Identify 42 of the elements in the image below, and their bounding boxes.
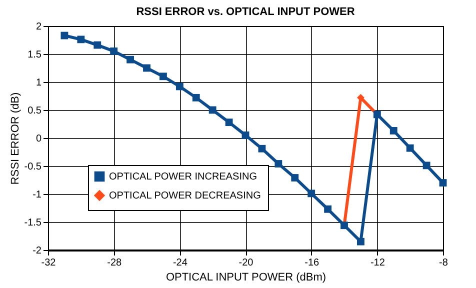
point [357,238,364,246]
y-axis-title: RSSI ERROR (dB) [9,92,22,185]
point [176,82,184,90]
y-tick-label: 1.5 [28,50,42,60]
y-tick-label: 1 [36,78,42,88]
point [94,41,102,49]
x-axis-title: OPTICAL INPUT POWER (dBm) [166,272,326,284]
y-tick-label: -0.5 [24,162,42,172]
y-tick-label: 0 [36,134,42,144]
point [242,131,250,139]
point [291,174,299,182]
x-tick-label: -16 [304,258,320,268]
point [126,56,134,64]
x-tick-label: -24 [172,258,188,268]
x-tick-label: -8 [439,258,448,268]
y-tick-label: 0.5 [28,106,42,116]
x-tick-label: -12 [370,258,386,268]
point [143,64,150,72]
y-tick-label: 2 [36,22,42,32]
y-tick-label: -2 [32,246,42,256]
point [406,144,414,152]
point [192,94,200,102]
point [422,162,430,170]
point [390,127,398,134]
point [439,179,447,187]
point [225,118,233,126]
point [324,205,332,213]
x-tick-label: -28 [107,258,122,268]
chart-title: RSSI ERROR vs. OPTICAL INPUT POWER [136,6,355,18]
point [258,144,266,152]
y-tick-label: -1.5 [24,218,42,228]
x-tick-label: -20 [238,258,254,268]
point [160,72,167,80]
point [274,160,282,168]
point [308,190,316,198]
legend-label: OPTICAL POWER DECREASING [109,190,262,202]
point [110,47,118,55]
y-tick-label: -1 [32,190,42,200]
legend-label: OPTICAL POWER INCREASING [109,172,258,182]
point [208,106,216,114]
x-tick-label: -32 [41,258,56,268]
point [77,36,85,44]
